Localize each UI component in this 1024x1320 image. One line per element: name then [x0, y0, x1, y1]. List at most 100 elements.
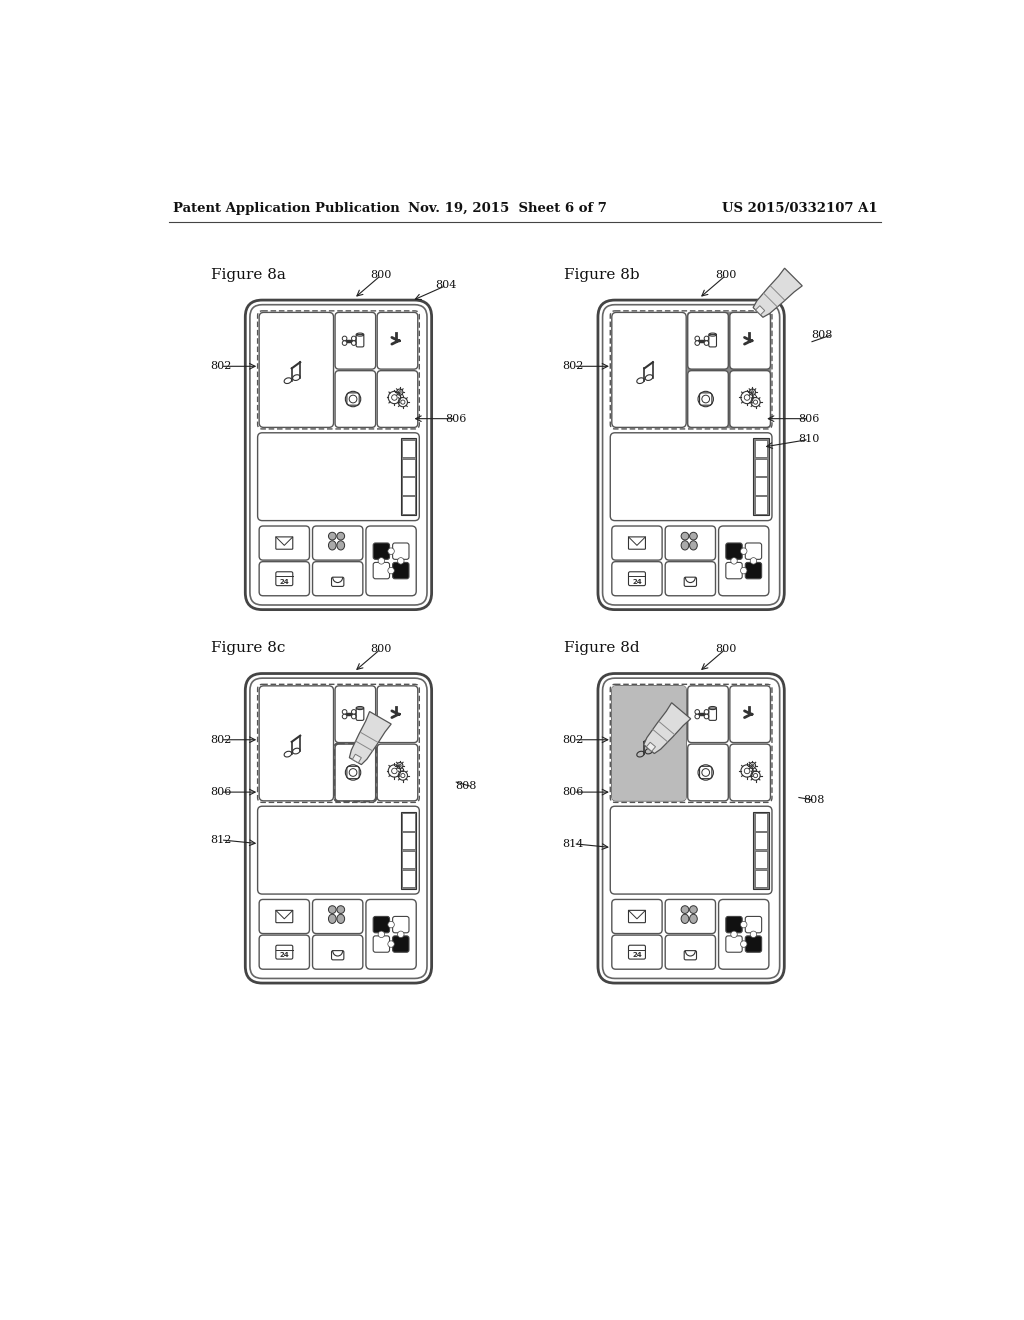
Circle shape	[388, 568, 394, 574]
FancyBboxPatch shape	[745, 936, 762, 952]
Text: Patent Application Publication: Patent Application Publication	[173, 202, 399, 215]
FancyBboxPatch shape	[719, 899, 769, 969]
Circle shape	[740, 548, 746, 554]
Circle shape	[329, 906, 336, 913]
FancyBboxPatch shape	[611, 899, 663, 933]
FancyBboxPatch shape	[312, 935, 362, 969]
FancyBboxPatch shape	[688, 371, 728, 428]
Circle shape	[751, 557, 757, 564]
Circle shape	[740, 568, 746, 574]
FancyBboxPatch shape	[373, 562, 389, 578]
Ellipse shape	[681, 915, 689, 924]
Circle shape	[689, 532, 697, 540]
FancyBboxPatch shape	[373, 936, 389, 952]
Circle shape	[731, 557, 737, 564]
Circle shape	[337, 906, 345, 913]
FancyBboxPatch shape	[259, 899, 309, 933]
Circle shape	[388, 941, 394, 948]
FancyBboxPatch shape	[666, 525, 716, 560]
FancyBboxPatch shape	[611, 561, 663, 595]
FancyBboxPatch shape	[259, 935, 309, 969]
FancyBboxPatch shape	[688, 744, 728, 801]
FancyBboxPatch shape	[335, 744, 376, 801]
Bar	[402, 870, 415, 887]
Bar	[400, 812, 416, 888]
Text: 24: 24	[632, 952, 642, 958]
FancyBboxPatch shape	[246, 300, 432, 610]
FancyBboxPatch shape	[377, 313, 418, 370]
Circle shape	[351, 337, 356, 341]
Circle shape	[705, 714, 709, 719]
Text: 804: 804	[435, 280, 457, 290]
Circle shape	[342, 714, 347, 719]
Circle shape	[351, 714, 356, 719]
FancyBboxPatch shape	[598, 673, 784, 983]
Ellipse shape	[337, 541, 345, 550]
Polygon shape	[756, 306, 765, 315]
Text: US 2015/0332107 A1: US 2015/0332107 A1	[722, 202, 878, 215]
FancyBboxPatch shape	[719, 525, 769, 595]
FancyBboxPatch shape	[312, 525, 362, 560]
FancyBboxPatch shape	[745, 916, 762, 933]
FancyBboxPatch shape	[312, 561, 362, 595]
Circle shape	[351, 341, 356, 346]
Circle shape	[329, 532, 336, 540]
Circle shape	[681, 906, 689, 913]
Bar	[754, 438, 769, 515]
FancyBboxPatch shape	[730, 371, 770, 428]
Text: 806: 806	[562, 787, 584, 797]
FancyBboxPatch shape	[598, 300, 784, 610]
FancyBboxPatch shape	[259, 525, 309, 560]
Circle shape	[689, 906, 697, 913]
Circle shape	[378, 557, 385, 564]
Text: 800: 800	[370, 644, 391, 653]
Bar	[755, 832, 767, 849]
Circle shape	[695, 710, 699, 714]
Bar	[402, 440, 415, 457]
Text: 802: 802	[562, 735, 584, 744]
Circle shape	[695, 341, 699, 346]
FancyBboxPatch shape	[610, 433, 772, 520]
FancyBboxPatch shape	[688, 686, 728, 743]
Circle shape	[337, 532, 345, 540]
FancyBboxPatch shape	[392, 562, 409, 578]
Text: 806: 806	[799, 413, 819, 424]
Polygon shape	[646, 742, 655, 751]
Text: 812: 812	[210, 834, 231, 845]
Text: 800: 800	[715, 644, 736, 653]
Bar	[402, 458, 415, 477]
Ellipse shape	[689, 915, 697, 924]
Text: 802: 802	[210, 362, 231, 371]
Text: Figure 8c: Figure 8c	[211, 642, 286, 655]
Text: 808: 808	[804, 795, 825, 805]
FancyBboxPatch shape	[259, 686, 334, 801]
Circle shape	[397, 557, 404, 564]
FancyBboxPatch shape	[602, 678, 779, 978]
Text: Figure 8d: Figure 8d	[564, 642, 640, 655]
FancyBboxPatch shape	[666, 561, 716, 595]
FancyBboxPatch shape	[334, 743, 377, 801]
Polygon shape	[753, 268, 802, 317]
FancyBboxPatch shape	[377, 744, 418, 801]
Ellipse shape	[329, 915, 336, 924]
FancyBboxPatch shape	[335, 686, 376, 743]
FancyBboxPatch shape	[611, 313, 686, 428]
Text: 24: 24	[632, 578, 642, 585]
Circle shape	[705, 710, 709, 714]
FancyBboxPatch shape	[373, 543, 389, 560]
FancyBboxPatch shape	[373, 916, 389, 933]
FancyBboxPatch shape	[610, 807, 772, 894]
Circle shape	[397, 931, 404, 937]
Bar	[402, 832, 415, 849]
Bar	[755, 870, 767, 887]
Ellipse shape	[337, 915, 345, 924]
Bar	[755, 458, 767, 477]
Text: 810: 810	[799, 434, 819, 445]
Bar	[755, 440, 767, 457]
FancyBboxPatch shape	[726, 562, 742, 578]
FancyBboxPatch shape	[377, 686, 418, 743]
Text: Figure 8a: Figure 8a	[211, 268, 287, 281]
Polygon shape	[644, 702, 691, 754]
Text: 806: 806	[210, 787, 231, 797]
FancyBboxPatch shape	[730, 313, 770, 370]
